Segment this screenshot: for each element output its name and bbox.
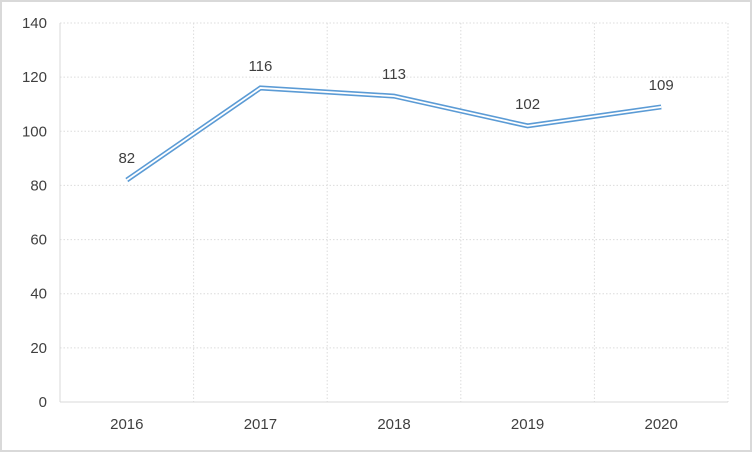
data-label: 113 [382, 66, 406, 83]
x-tick-label: 2020 [645, 416, 678, 433]
data-label: 102 [515, 96, 540, 113]
y-tick-label: 40 [30, 286, 47, 303]
x-tick-label: 2017 [244, 416, 277, 433]
x-tick-label: 2016 [110, 416, 143, 433]
y-tick-label: 80 [30, 177, 47, 194]
data-series-line-core [126, 87, 662, 181]
x-tick-label: 2018 [377, 416, 410, 433]
y-tick-label: 100 [22, 123, 47, 140]
data-label: 116 [248, 58, 272, 75]
data-label: 109 [649, 77, 674, 94]
y-tick-label: 120 [22, 69, 47, 86]
y-tick-label: 140 [22, 15, 47, 32]
data-series-line [125, 85, 662, 183]
data-label: 82 [118, 150, 135, 167]
x-tick-label: 2019 [511, 416, 544, 433]
y-tick-label: 60 [30, 232, 47, 249]
y-tick-label: 20 [30, 340, 47, 357]
y-tick-label: 0 [39, 394, 47, 411]
